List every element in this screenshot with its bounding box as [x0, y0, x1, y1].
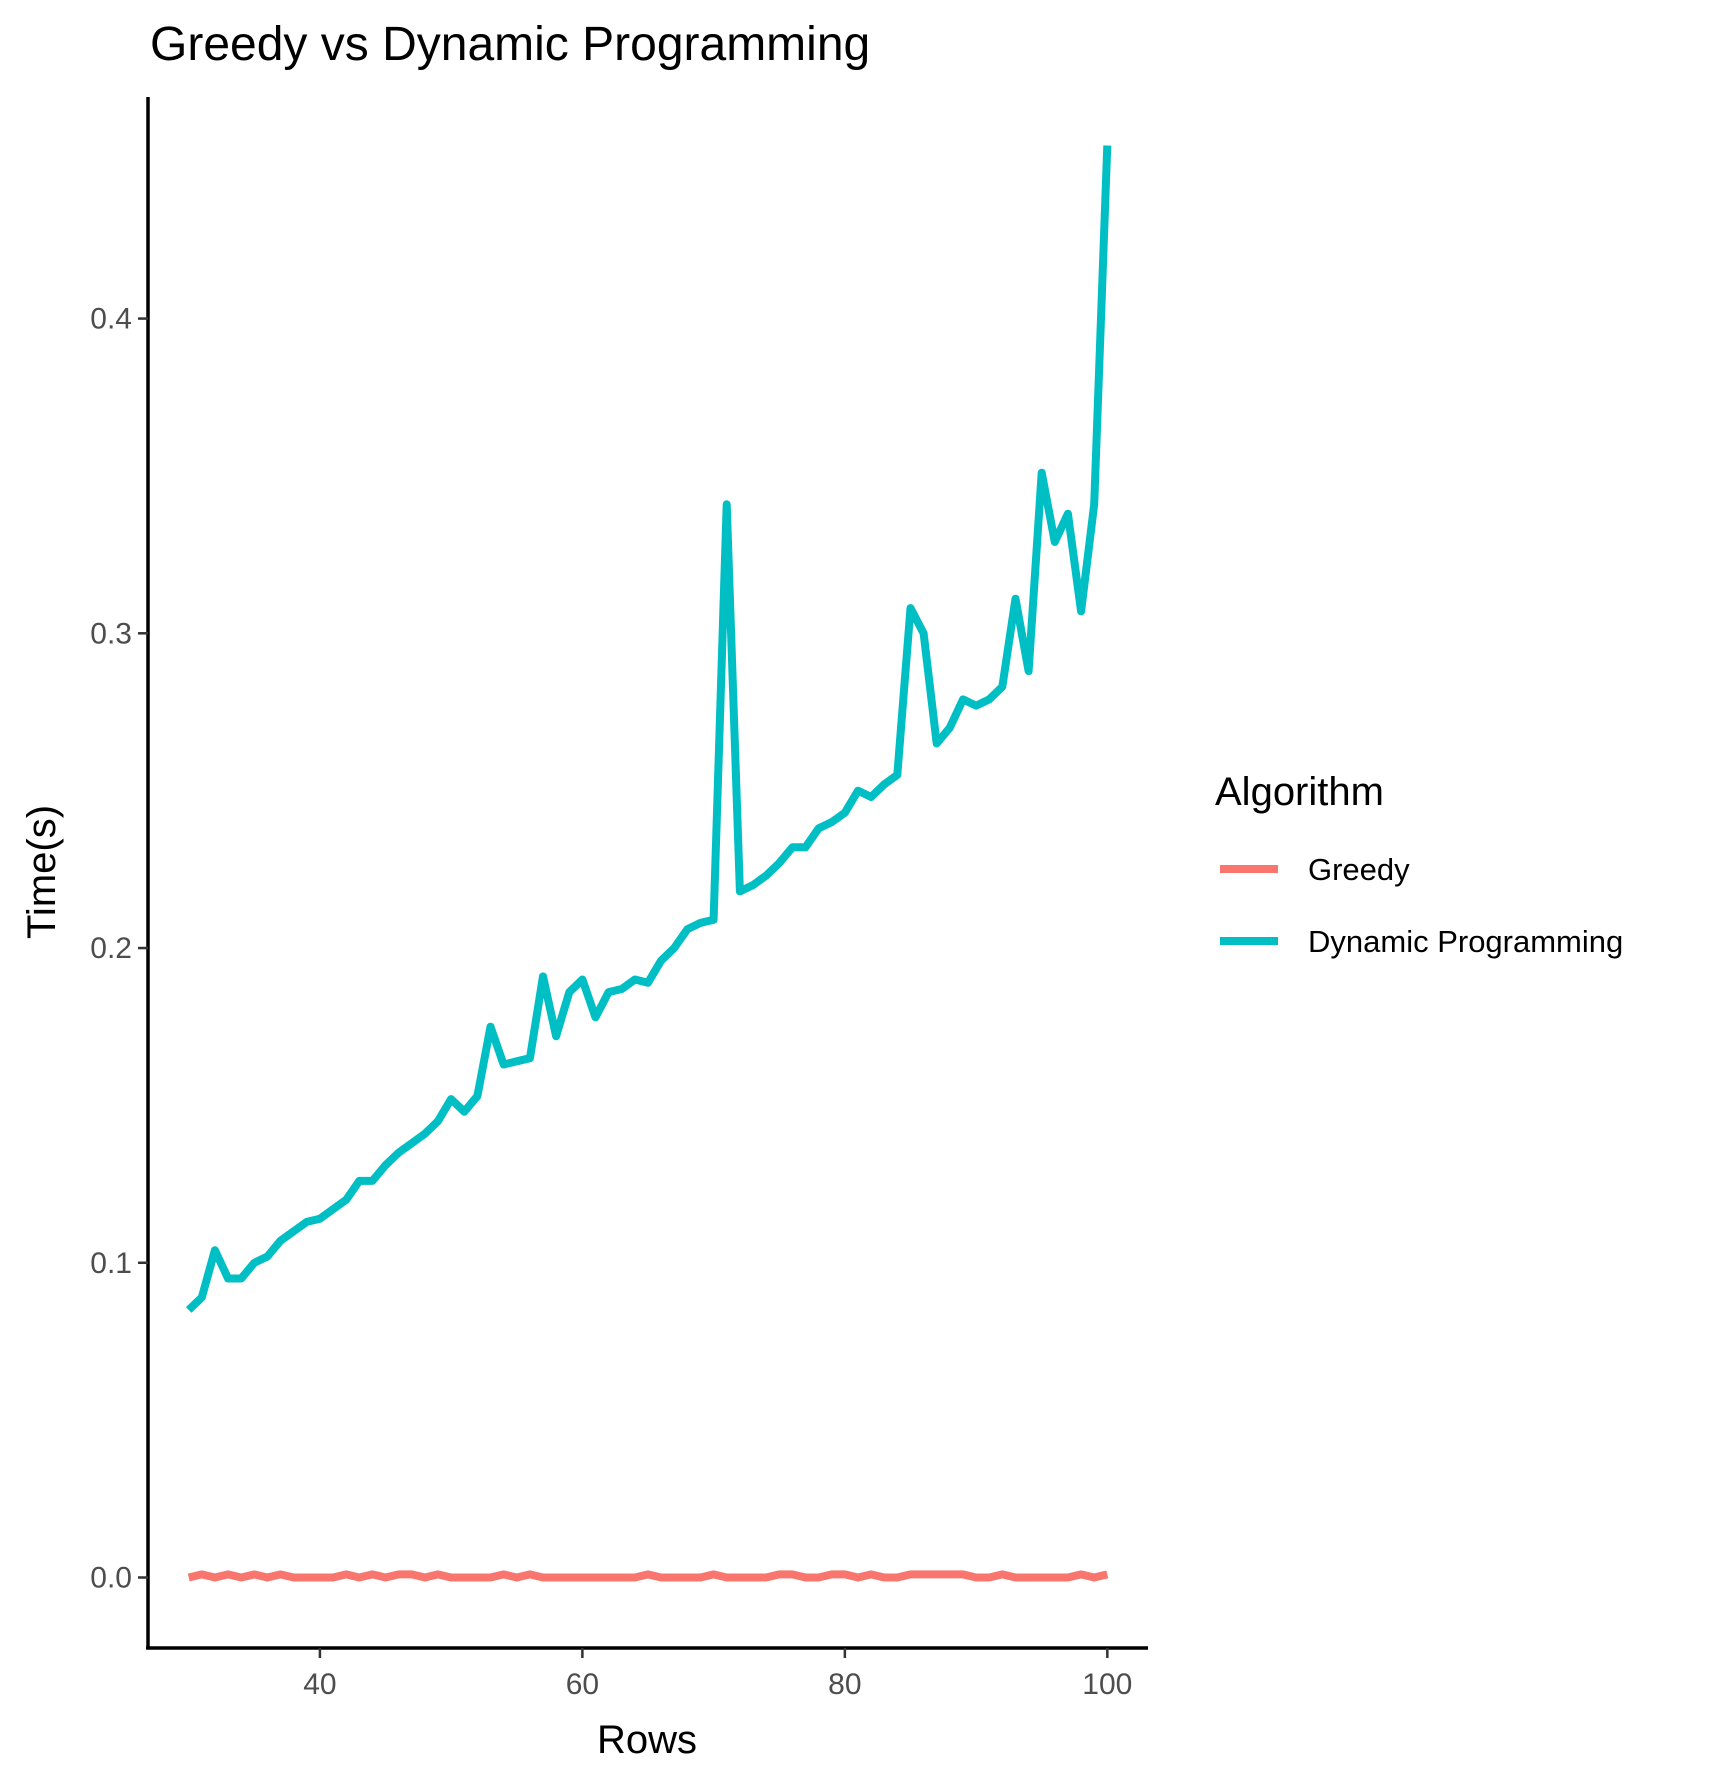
x-tick-label: 60: [566, 1668, 599, 1701]
x-axis-title: Rows: [597, 1718, 697, 1762]
legend-title: Algorithm: [1215, 770, 1384, 814]
chart-title: Greedy vs Dynamic Programming: [150, 18, 870, 71]
y-axis-title: Time(s): [20, 805, 64, 939]
legend-label-greedy: Greedy: [1308, 852, 1410, 887]
ticks: 40 60 80 100 0.0 0.1 0.2 0.3 0.4: [90, 303, 1132, 1701]
y-tick-label: 0.2: [90, 932, 132, 965]
series-line-greedy: [187, 1570, 1109, 1582]
legend-items: Greedy Dynamic Programming: [1220, 852, 1623, 959]
y-tick-label: 0.4: [90, 303, 132, 336]
y-tick-label: 0.1: [90, 1247, 132, 1280]
legend-label-dynamic-programming: Dynamic Programming: [1308, 924, 1623, 959]
x-tick-label: 40: [303, 1668, 336, 1701]
axes: [146, 97, 1148, 1650]
x-tick-label: 100: [1082, 1668, 1132, 1701]
plot-lines: [185, 145, 1112, 1582]
x-tick-label: 80: [828, 1668, 861, 1701]
legend: Algorithm Greedy Dynamic Programming: [1215, 770, 1623, 959]
y-tick-label: 0.0: [90, 1562, 132, 1595]
series-line-dynamic-programming: [185, 145, 1112, 1313]
y-tick-label: 0.3: [90, 617, 132, 650]
